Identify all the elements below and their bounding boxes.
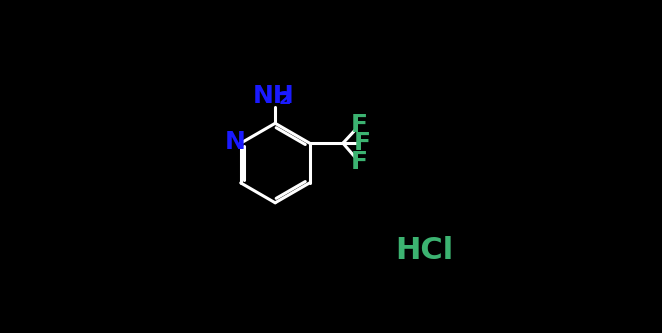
Text: NH: NH <box>253 84 295 108</box>
Text: HCl: HCl <box>395 236 453 265</box>
Text: F: F <box>351 151 368 174</box>
Text: F: F <box>351 113 368 137</box>
Text: N: N <box>224 130 246 154</box>
Text: F: F <box>354 131 371 155</box>
Text: 2: 2 <box>279 90 291 108</box>
